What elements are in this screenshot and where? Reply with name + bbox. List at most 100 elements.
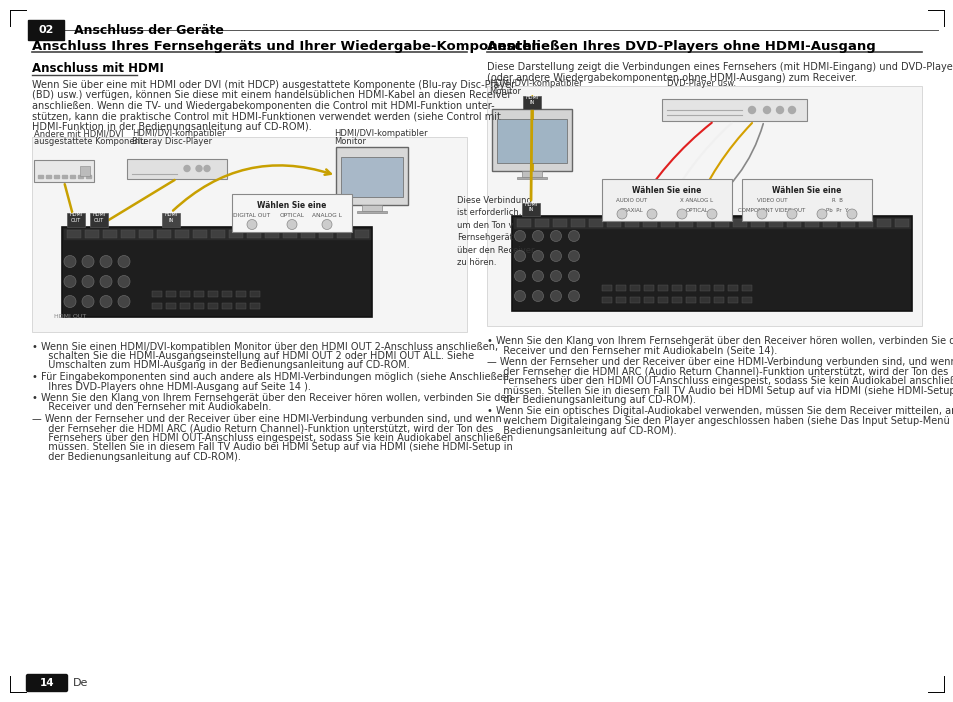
Bar bbox=[80, 166, 90, 176]
Bar bbox=[606, 219, 620, 227]
Bar bbox=[222, 303, 232, 308]
Text: Diese Verbindung
ist erforderlich,
um den Ton vom
Fernsehgerät
über den Receiver: Diese Verbindung ist erforderlich, um de… bbox=[456, 196, 534, 267]
Text: — Wenn der Fernseher und der Receiver über eine HDMI-Verbindung verbunden sind, : — Wenn der Fernseher und der Receiver üb… bbox=[32, 414, 501, 424]
Text: 02: 02 bbox=[38, 25, 53, 35]
Bar bbox=[235, 303, 246, 308]
Ellipse shape bbox=[786, 209, 796, 219]
Bar bbox=[727, 285, 738, 291]
Bar bbox=[700, 297, 709, 303]
Bar bbox=[54, 175, 59, 178]
Ellipse shape bbox=[550, 230, 561, 241]
Text: • Wenn Sie einen HDMI/DVI-kompatiblen Monitor über den HDMI OUT 2-Anschluss ansc: • Wenn Sie einen HDMI/DVI-kompatiblen Mo… bbox=[32, 341, 497, 352]
Bar bbox=[247, 230, 261, 237]
Bar bbox=[658, 297, 667, 303]
Bar bbox=[768, 219, 782, 227]
Ellipse shape bbox=[532, 291, 543, 301]
Text: De: De bbox=[73, 678, 89, 688]
Bar bbox=[517, 219, 531, 227]
Bar bbox=[497, 119, 566, 163]
Ellipse shape bbox=[514, 251, 525, 262]
Text: Receiver und den Fernseher mit Audiokabeln (Seite 14).: Receiver und den Fernseher mit Audiokabe… bbox=[497, 345, 777, 355]
Bar bbox=[152, 291, 162, 296]
Bar bbox=[229, 230, 243, 237]
Ellipse shape bbox=[677, 209, 686, 219]
Text: Receiver und den Fernseher mit Audiokabeln.: Receiver und den Fernseher mit Audiokabe… bbox=[42, 402, 271, 413]
Ellipse shape bbox=[706, 209, 717, 219]
Text: Monitor: Monitor bbox=[334, 138, 366, 147]
Text: OPTICAL: OPTICAL bbox=[685, 208, 708, 213]
Text: ANALOG L: ANALOG L bbox=[312, 213, 341, 218]
Text: COMPONENT VIDEO OUT: COMPONENT VIDEO OUT bbox=[738, 208, 804, 213]
Ellipse shape bbox=[550, 270, 561, 282]
Text: schalten Sie die HDMI-Ausgangseinstellung auf HDMI OUT 2 oder HDMI OUT ALL. Sieh: schalten Sie die HDMI-Ausgangseinstellun… bbox=[42, 351, 474, 361]
Bar bbox=[671, 297, 681, 303]
Text: ausgestattete Komponente: ausgestattete Komponente bbox=[34, 138, 149, 147]
Bar bbox=[661, 99, 806, 121]
Bar bbox=[127, 159, 227, 178]
Bar bbox=[658, 285, 667, 291]
Bar bbox=[208, 303, 218, 308]
Bar bbox=[713, 297, 723, 303]
Text: • Wenn Sie den Klang von Ihrem Fernsehgerät über den Receiver hören wollen, verb: • Wenn Sie den Klang von Ihrem Fernsehge… bbox=[486, 336, 953, 346]
Text: • Wenn Sie ein optisches Digital-Audiokabel verwenden, müssen Sie dem Receiver m: • Wenn Sie ein optisches Digital-Audioka… bbox=[486, 406, 953, 416]
Bar bbox=[629, 297, 639, 303]
Bar bbox=[741, 285, 751, 291]
Bar bbox=[732, 219, 746, 227]
Bar bbox=[250, 303, 260, 308]
Bar bbox=[588, 219, 602, 227]
Bar bbox=[822, 219, 836, 227]
Bar bbox=[741, 297, 751, 303]
Text: HDMI OUT: HDMI OUT bbox=[53, 314, 86, 319]
Text: VIDEO OUT: VIDEO OUT bbox=[756, 199, 786, 204]
Bar bbox=[786, 219, 801, 227]
Ellipse shape bbox=[204, 166, 210, 171]
Ellipse shape bbox=[100, 256, 112, 267]
Text: Fernsehers über den HDMI OUT-Anschluss eingespeist, sodass Sie kein Audiokabel a: Fernsehers über den HDMI OUT-Anschluss e… bbox=[497, 376, 953, 386]
Bar bbox=[361, 204, 381, 211]
Bar bbox=[301, 230, 314, 237]
Text: R  B: R B bbox=[831, 199, 841, 204]
Text: Ihres DVD-Players ohne HDMI-Ausgang auf Seite 14 ).: Ihres DVD-Players ohne HDMI-Ausgang auf … bbox=[42, 381, 311, 392]
Bar bbox=[685, 285, 696, 291]
Bar bbox=[78, 175, 83, 178]
Text: der Bedienungsanleitung auf CD-ROM).: der Bedienungsanleitung auf CD-ROM). bbox=[42, 452, 240, 462]
Bar bbox=[157, 230, 171, 237]
Bar bbox=[750, 219, 764, 227]
Ellipse shape bbox=[816, 209, 826, 219]
Bar bbox=[804, 219, 818, 227]
Text: HDMI/DVI-kompatibler: HDMI/DVI-kompatibler bbox=[489, 79, 582, 88]
Ellipse shape bbox=[788, 107, 795, 114]
Ellipse shape bbox=[748, 107, 755, 114]
Bar bbox=[514, 218, 909, 228]
Bar bbox=[62, 175, 67, 178]
Text: • Für Eingabekomponenten sind auch andere als HDMI-Verbindungen möglich (siehe A: • Für Eingabekomponenten sind auch ander… bbox=[32, 372, 509, 382]
Text: Bedienungsanleitung auf CD-ROM).: Bedienungsanleitung auf CD-ROM). bbox=[497, 425, 676, 435]
Bar bbox=[741, 179, 871, 221]
Ellipse shape bbox=[118, 275, 130, 288]
Bar bbox=[553, 219, 566, 227]
Bar bbox=[211, 230, 225, 237]
Ellipse shape bbox=[776, 107, 782, 114]
Text: anschließen. Wenn die TV- und Wiedergabekomponenten die Control mit HDMI-Funktio: anschließen. Wenn die TV- und Wiedergabe… bbox=[32, 101, 494, 111]
Bar bbox=[355, 230, 369, 237]
Text: HDMI/DVI-kompatibler: HDMI/DVI-kompatibler bbox=[132, 129, 226, 138]
Text: Umschalten zum HDMI-Ausgang in der Bedienungsanleitung auf CD-ROM.: Umschalten zum HDMI-Ausgang in der Bedie… bbox=[42, 361, 410, 371]
Bar bbox=[521, 203, 539, 216]
Text: • Wenn Sie den Klang von Ihrem Fernsehgerät über den Receiver hören wollen, verb: • Wenn Sie den Klang von Ihrem Fernsehge… bbox=[32, 393, 512, 403]
Bar bbox=[643, 297, 654, 303]
Ellipse shape bbox=[550, 291, 561, 301]
Ellipse shape bbox=[532, 230, 543, 241]
Bar bbox=[232, 194, 352, 232]
Bar bbox=[38, 175, 43, 178]
Text: Diese Darstellung zeigt die Verbindungen eines Fernsehers (mit HDMI-Eingang) und: Diese Darstellung zeigt die Verbindungen… bbox=[486, 62, 953, 72]
Bar bbox=[616, 285, 625, 291]
Ellipse shape bbox=[64, 275, 76, 288]
Bar bbox=[356, 211, 387, 213]
Text: Anschließen Ihres DVD-Players ohne HDMI-Ausgang: Anschließen Ihres DVD-Players ohne HDMI-… bbox=[486, 40, 875, 53]
Text: müssen. Stellen Sie in diesem Fall TV Audio bei HDMI Setup auf via HDMI (siehe H: müssen. Stellen Sie in diesem Fall TV Au… bbox=[497, 385, 953, 395]
Bar bbox=[671, 285, 681, 291]
Bar bbox=[535, 219, 548, 227]
Text: HDMI
OUT: HDMI OUT bbox=[92, 212, 106, 223]
Ellipse shape bbox=[568, 251, 578, 262]
Bar bbox=[713, 285, 723, 291]
